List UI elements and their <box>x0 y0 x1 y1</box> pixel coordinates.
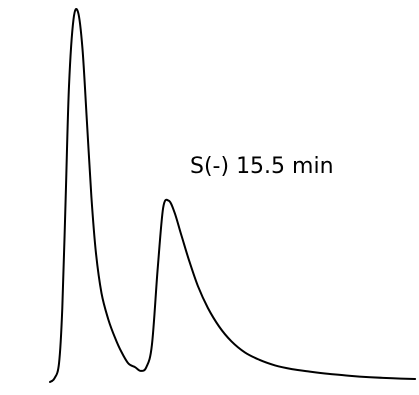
chromatogram-trace <box>49 7 417 383</box>
peak-annotation-label: S(-) 15.5 min <box>190 154 334 179</box>
